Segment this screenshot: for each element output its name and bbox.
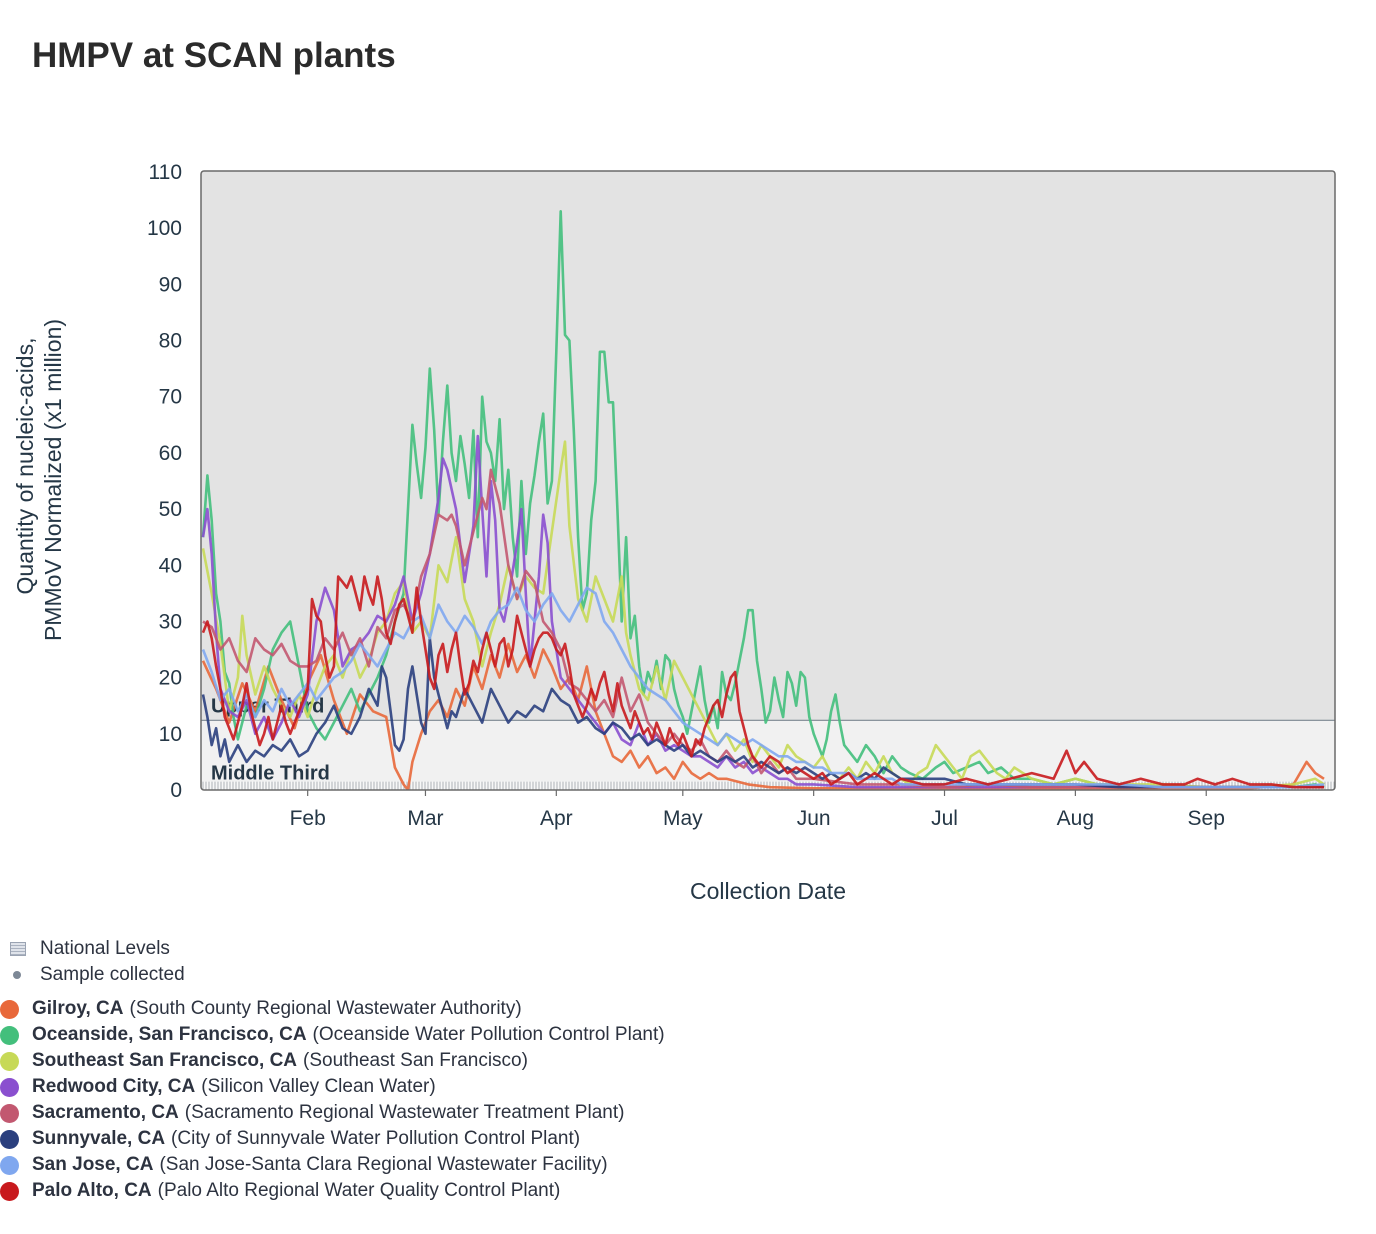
legend-facility-name: (South County Regional Wastewater Author… — [129, 998, 522, 1019]
x-axis-label: Collection Date — [690, 878, 846, 904]
x-tick-label: Sep — [1188, 807, 1225, 830]
y-tick-label: 40 — [159, 554, 182, 577]
legend-facility-name: (Sacramento Regional Wastewater Treatmen… — [184, 1102, 625, 1123]
y-axis-label-line1: Quantity of nucleic-acids, — [12, 338, 38, 595]
legend-site-name: Southeast San Francisco, CA — [32, 1050, 298, 1071]
legend-item[interactable]: Palo Alto, CA (Palo Alto Regional Water Q… — [0, 1178, 665, 1204]
legend-item[interactable]: Oceanside, San Francisco, CA (Oceanside W… — [0, 1022, 665, 1048]
series-line — [201, 575, 1324, 789]
legend-item[interactable]: Southeast San Francisco, CA (Southeast Sa… — [0, 1048, 665, 1074]
legend-color-dot-icon — [0, 1103, 19, 1123]
x-tick-label: Jul — [931, 807, 958, 830]
legend-color-dot-icon — [0, 1129, 19, 1149]
legend-color-dot-icon — [0, 999, 19, 1019]
middle-third-label: Middle Third — [211, 763, 330, 785]
x-tick-label: Apr — [540, 807, 573, 830]
national-levels-icon — [10, 942, 26, 956]
y-axis-label-line2: PMMoV Normalized (x1 million) — [40, 319, 66, 641]
sample-collected-label: Sample collected — [40, 964, 185, 985]
legend-color-dot-icon — [0, 1077, 19, 1097]
y-tick-label: 0 — [170, 779, 182, 802]
legend-facility-name: (Silicon Valley Clean Water) — [201, 1076, 436, 1097]
x-tick-label: Jun — [797, 807, 831, 830]
y-tick-label: 80 — [159, 330, 182, 353]
legend-site-name: Oceanside, San Francisco, CA — [32, 1024, 307, 1045]
national-levels-label: National Levels — [40, 938, 170, 959]
sample-dot-icon — [13, 971, 21, 979]
legend-item[interactable]: Gilroy, CA (South County Regional Wastewa… — [0, 996, 665, 1022]
legend-color-dot-icon — [0, 1155, 19, 1175]
legend-color-dot-icon — [0, 1025, 19, 1045]
legend-sample-collected[interactable]: Sample collected — [0, 962, 665, 988]
x-tick-label: Mar — [407, 807, 443, 830]
legend-item[interactable]: Sunnyvale, CA (City of Sunnyvale Water Po… — [0, 1126, 665, 1152]
legend-item[interactable]: San Jose, CA (San Jose-Santa Clara Region… — [0, 1152, 665, 1178]
y-tick-label: 20 — [159, 667, 182, 690]
legend-site-name: Redwood City, CA — [32, 1076, 196, 1097]
legend-site-name: Sacramento, CA — [32, 1102, 179, 1123]
series-lines — [201, 210, 1325, 790]
legend: National Levels Sample collected Gilroy,… — [0, 936, 665, 1204]
legend-color-dot-icon — [0, 1181, 19, 1201]
legend-facility-name: (City of Sunnyvale Water Pollution Contr… — [171, 1128, 581, 1149]
y-tick-label: 50 — [159, 498, 182, 521]
y-tick-label: 10 — [159, 723, 182, 746]
series-line — [201, 586, 1325, 789]
legend-site-name: Gilroy, CA — [32, 998, 124, 1019]
legend-facility-name: (San Jose-Santa Clara Regional Wastewate… — [159, 1154, 608, 1175]
series-line — [201, 642, 1325, 790]
y-tick-label: 110 — [149, 161, 182, 184]
y-tick-label: 60 — [159, 442, 182, 465]
chart-title: HMPV at SCAN plants — [32, 36, 396, 75]
y-tick-label: 90 — [159, 273, 182, 296]
legend-national-levels[interactable]: National Levels — [0, 936, 665, 962]
legend-item[interactable]: Sacramento, CA (Sacramento Regional Waste… — [0, 1100, 665, 1126]
legend-site-name: Palo Alto, CA — [32, 1180, 152, 1201]
legend-facility-name: (Oceanside Water Pollution Control Plant… — [312, 1024, 665, 1045]
y-tick-label: 30 — [159, 610, 182, 633]
y-tick-label: 70 — [159, 386, 182, 409]
x-tick-label: Feb — [290, 807, 326, 830]
legend-site-list: Gilroy, CA (South County Regional Wastewa… — [0, 996, 665, 1204]
legend-color-dot-icon — [0, 1051, 19, 1071]
x-tick-label: Aug — [1057, 807, 1094, 830]
plot-border — [200, 170, 1336, 791]
y-tick-label: 100 — [147, 217, 182, 240]
legend-facility-name: (Southeast San Francisco) — [303, 1050, 528, 1071]
legend-item[interactable]: Redwood City, CA (Silicon Valley Clean Wa… — [0, 1074, 665, 1100]
legend-site-name: Sunnyvale, CA — [32, 1128, 166, 1149]
legend-site-name: San Jose, CA — [32, 1154, 154, 1175]
upper-third-band — [201, 171, 1335, 721]
x-tick-label: May — [663, 807, 703, 830]
legend-facility-name: (Palo Alto Regional Water Quality Contro… — [157, 1180, 561, 1201]
